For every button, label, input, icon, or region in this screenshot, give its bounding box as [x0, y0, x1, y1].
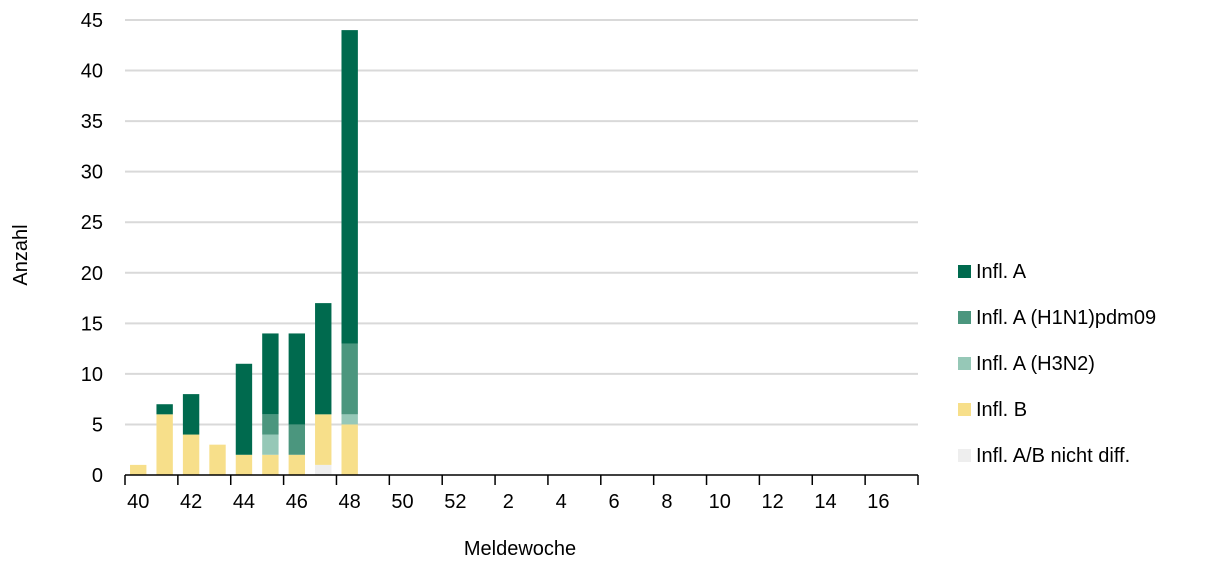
bar-segment [156, 414, 173, 475]
legend-swatch [958, 449, 971, 462]
x-tick-label: 12 [761, 491, 783, 513]
y-tick-label: 40 [81, 61, 103, 83]
bar-segment [288, 333, 306, 425]
x-axis: 40 42 44 46 48 50 52 2 4 6 8 10 12 14 16 [124, 474, 919, 513]
bar-segment [341, 414, 358, 425]
bar-segment [182, 434, 200, 475]
bar-segment [209, 444, 226, 475]
bar-segment [262, 333, 279, 415]
legend: Infl. A Infl. A (H1N1)pdm09 Infl. A (H3N2)… [958, 261, 1156, 467]
bar-segment [235, 363, 253, 455]
y-tick-label: 20 [81, 263, 103, 285]
bars [130, 30, 358, 475]
gridlines [125, 19, 918, 426]
y-tick-label: 0 [92, 465, 103, 487]
legend-swatch [958, 265, 971, 278]
y-axis-title: Anzahl [10, 224, 32, 285]
x-axis-title: Meldewoche [464, 538, 576, 560]
bar-segment [262, 454, 279, 475]
y-tick-label: 10 [81, 364, 103, 386]
x-tick-label: 40 [127, 491, 149, 513]
y-tick-label: 15 [81, 313, 103, 335]
x-tick-label: 6 [608, 491, 619, 513]
x-tick-label: 8 [661, 491, 672, 513]
y-tick-label: 5 [92, 414, 103, 436]
x-tick-label: 52 [444, 491, 466, 513]
bar-segment [235, 454, 253, 475]
x-tick-label: 4 [556, 491, 567, 513]
bar-segment [315, 414, 332, 465]
bar-segment [262, 434, 279, 455]
bar-segment [341, 30, 358, 344]
legend-label: Infl. B [976, 399, 1027, 421]
legend-label: Infl. A/B nicht diff. [976, 445, 1130, 467]
x-tick-label: 48 [339, 491, 361, 513]
y-tick-label: 35 [81, 111, 103, 133]
bar-segment [182, 394, 200, 435]
bar-segment [156, 404, 173, 415]
x-tick-label: 46 [286, 491, 308, 513]
legend-label: Infl. A (H1N1)pdm09 [976, 307, 1156, 329]
legend-label: Infl. A (H3N2) [976, 353, 1095, 375]
bar-segment [341, 424, 358, 475]
bar-segment [288, 454, 306, 475]
y-tick-label: 45 [81, 10, 103, 32]
bar-segment [315, 303, 332, 415]
bar-segment [288, 424, 306, 455]
bar-segment [315, 464, 332, 475]
legend-swatch [958, 403, 971, 416]
y-tick-label: 30 [81, 162, 103, 184]
legend-swatch [958, 311, 971, 324]
bar-segment [341, 343, 358, 415]
bar-segment [262, 414, 279, 435]
y-axis: 0 5 10 15 20 25 30 35 40 45 [81, 10, 103, 487]
x-tick-label: 50 [391, 491, 413, 513]
x-tick-label: 42 [180, 491, 202, 513]
x-tick-label: 10 [709, 491, 731, 513]
y-tick-label: 25 [81, 212, 103, 234]
bar-segment [130, 464, 147, 475]
x-tick-label: 2 [503, 491, 514, 513]
x-tick-label: 16 [867, 491, 889, 513]
x-tick-label: 14 [814, 491, 836, 513]
legend-label: Infl. A [976, 261, 1027, 283]
legend-swatch [958, 357, 971, 370]
x-tick-label: 44 [233, 491, 255, 513]
